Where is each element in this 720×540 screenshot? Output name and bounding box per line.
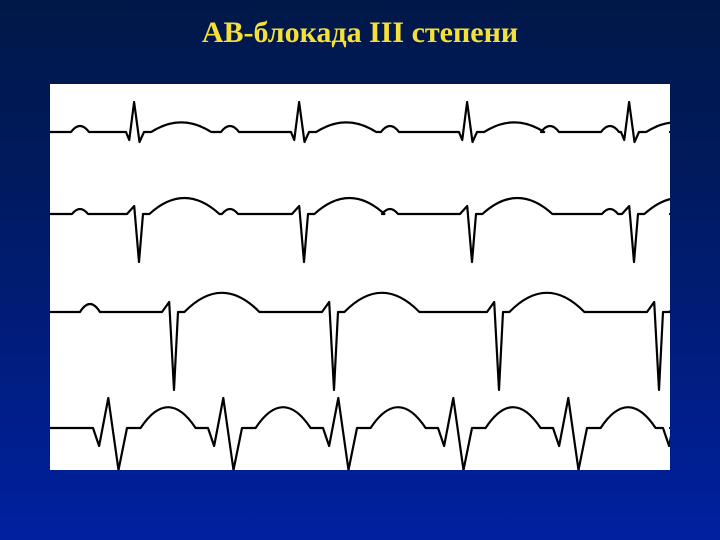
ecg-panel [50,84,670,470]
slide-title: АВ-блокада III степени [0,16,720,50]
slide: АВ-блокада III степени [0,0,720,540]
ecg-trace-lead-2 [50,198,670,262]
ecg-trace-lead-3 [50,293,670,390]
ecg-trace-lead-4 [50,398,670,470]
ecg-chart [50,84,670,470]
ecg-trace-lead-1 [50,102,670,142]
